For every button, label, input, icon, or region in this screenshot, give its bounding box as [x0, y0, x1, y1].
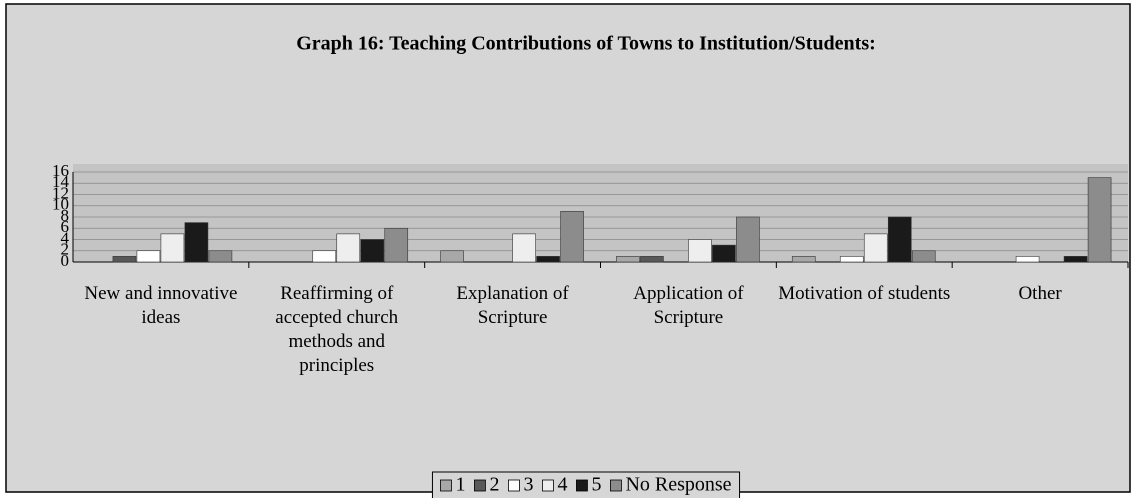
bar [911, 250, 936, 263]
bar [536, 256, 560, 263]
y-tick-label: 10 [52, 195, 69, 214]
legend-swatch [542, 479, 554, 492]
legend-label: 1 [455, 474, 465, 496]
x-label-box: Application of Scripture [633, 283, 744, 328]
legend: 1 2 3 4 5 No Response [431, 471, 741, 498]
bar [839, 256, 864, 263]
legend-label: 3 [523, 474, 533, 496]
bar [1015, 256, 1040, 263]
plot-area [73, 164, 1128, 262]
bar [440, 250, 464, 263]
x-label-box: Reaffirming of accepted church methods a… [275, 283, 399, 376]
bar [360, 239, 385, 263]
x-label-box: Explanation of Scripture [456, 283, 569, 328]
y-tick-label: 12 [52, 183, 69, 202]
bar [712, 244, 736, 263]
legend-swatch [440, 479, 452, 492]
bar [136, 250, 161, 263]
bar [512, 233, 536, 263]
y-tick-label: 14 [52, 172, 70, 191]
bar [384, 227, 409, 263]
y-tick-label: 8 [61, 206, 70, 225]
y-tick-label: 16 [52, 161, 69, 180]
x-label-box: Motivation of students [778, 283, 951, 304]
x-tick-label: Explanation of Scripture [456, 283, 569, 328]
bar [1063, 256, 1088, 263]
x-tick-label: Reaffirming of accepted church methods a… [275, 283, 399, 376]
bar [736, 216, 760, 263]
x-tick-label: New and innovative ideas [84, 283, 238, 328]
bar [312, 250, 337, 263]
y-tick-label: 0 [61, 251, 70, 270]
bar [336, 233, 361, 263]
bar [560, 211, 584, 263]
bar [887, 216, 912, 263]
legend-label: 4 [557, 474, 567, 496]
y-tick-label: 6 [61, 217, 70, 236]
legend-label: 5 [591, 474, 601, 496]
legend-swatch [610, 479, 622, 492]
bar [688, 239, 712, 263]
x-tick-label: Other [1018, 283, 1062, 304]
legend-label: No Response [625, 474, 731, 496]
legend-label: 2 [489, 474, 499, 496]
bar [1087, 177, 1112, 263]
y-tick-label: 4 [61, 228, 70, 247]
bar [208, 250, 233, 263]
y-tick-label: 2 [61, 240, 70, 259]
legend-swatch [508, 479, 520, 492]
bar [640, 256, 664, 263]
bar [112, 256, 137, 263]
x-tick-label: Motivation of students [778, 283, 951, 304]
legend-swatch [474, 479, 486, 492]
chart-title: Graph 16: Teaching Contributions of Town… [296, 33, 876, 55]
x-label-box: New and innovative ideas [84, 283, 238, 328]
bar [791, 256, 816, 263]
bar [616, 256, 640, 263]
bar [863, 233, 888, 263]
x-tick-label: Application of Scripture [633, 283, 744, 328]
bar [160, 233, 185, 263]
x-label-box: Other [1018, 283, 1062, 304]
legend-swatch [576, 479, 588, 492]
bar [184, 222, 209, 263]
